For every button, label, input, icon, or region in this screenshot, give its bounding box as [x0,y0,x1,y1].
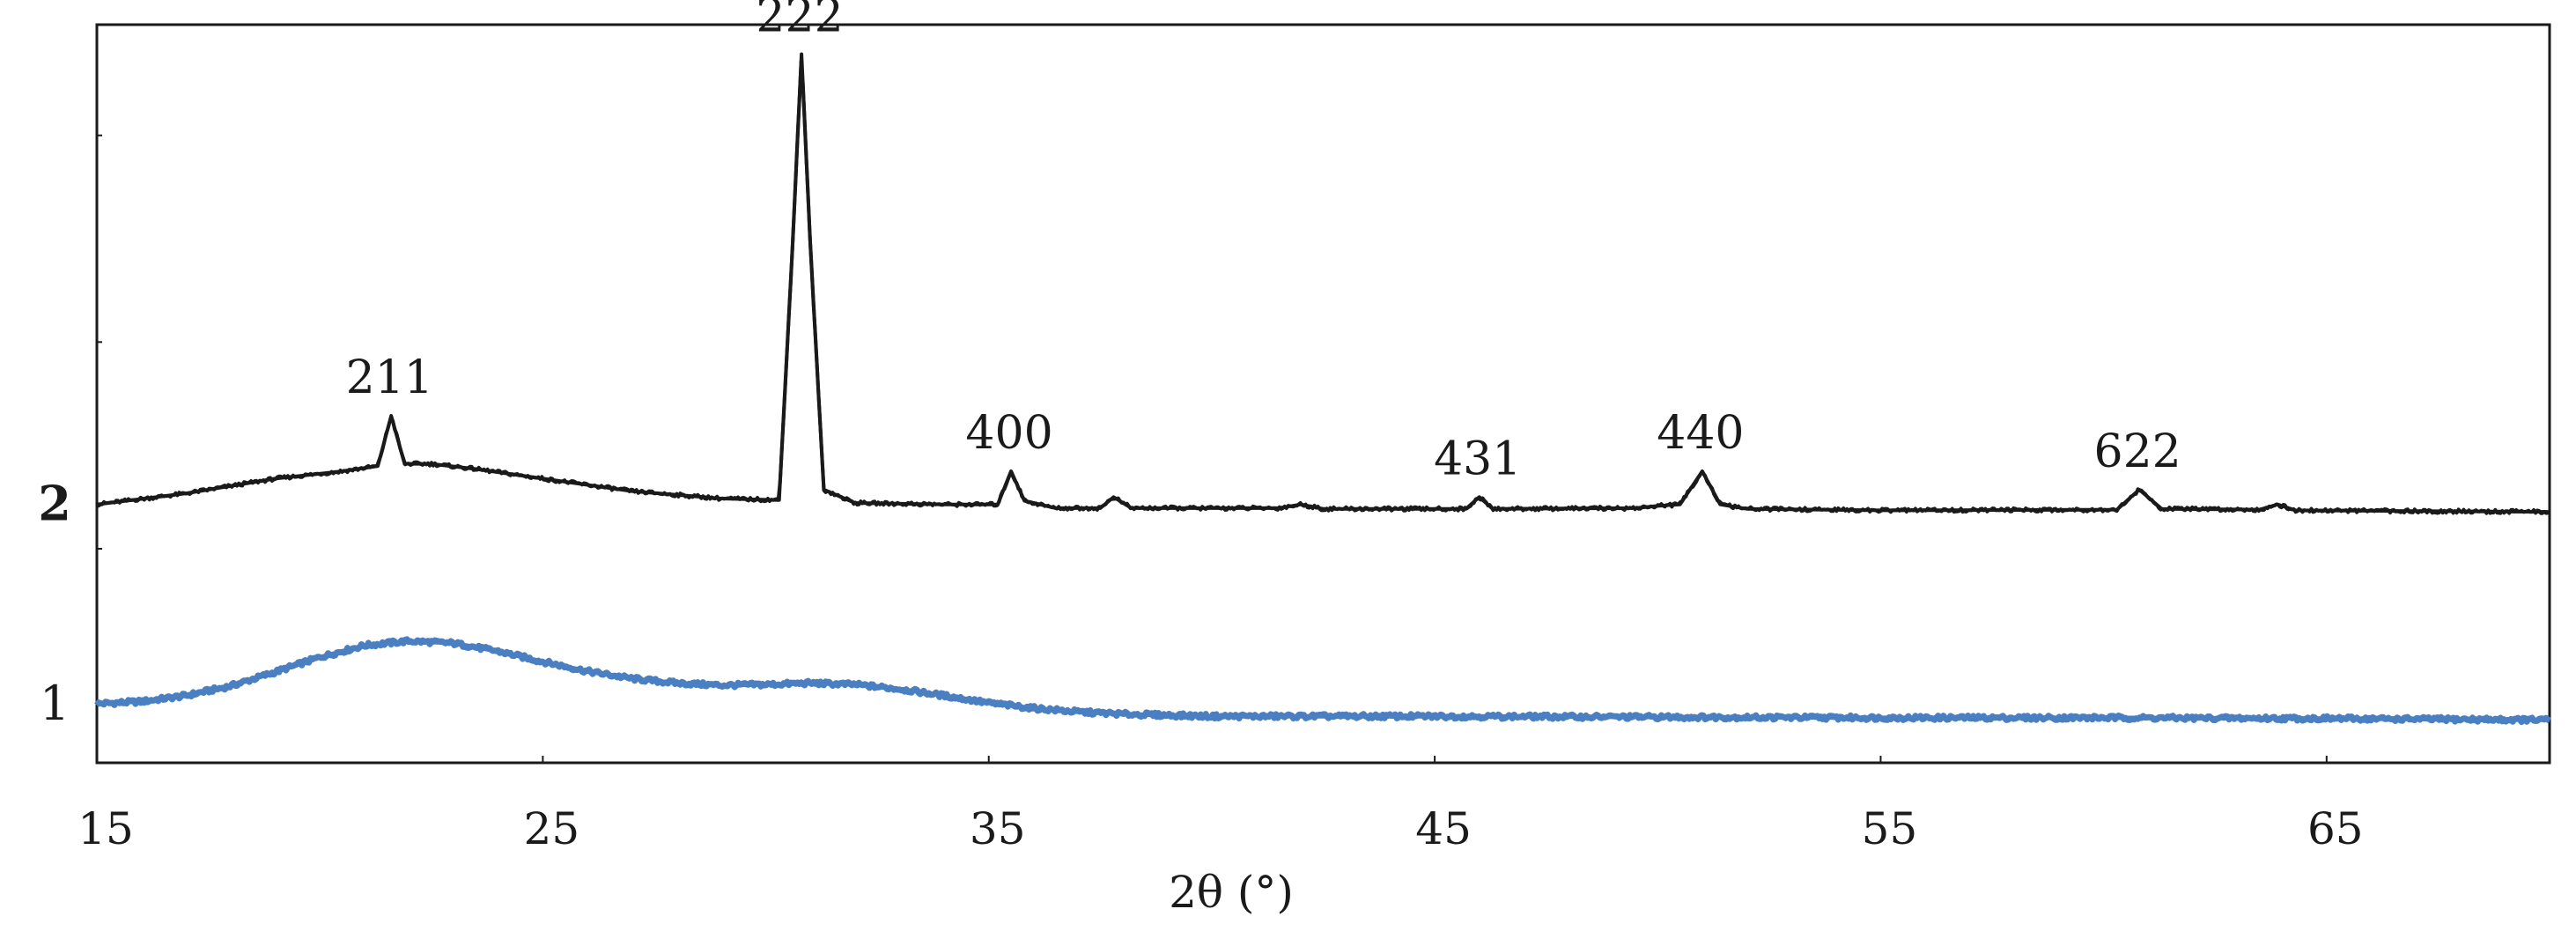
peak-label-222: 222 [756,0,843,43]
series-1-peaks [96,639,2550,722]
series-2-peaks [96,52,2550,514]
plot-frame [95,23,2551,765]
x-tick-labels: 15 25 35 45 55 65 [78,803,2363,854]
peak-label-622: 622 [2094,425,2181,478]
series-label-1: 1 [40,676,70,731]
series-label-2: 2 [38,476,71,532]
x-axis-label: 2θ (°) [1169,867,1294,918]
peak-label-211: 211 [346,351,433,404]
peak-label-400: 400 [965,407,1052,460]
x-tick-label: 55 [1862,803,1918,854]
series-1-line [94,636,2551,726]
x-tick-label: 25 [524,803,580,854]
peak-label-431: 431 [1434,432,1521,485]
x-tick-label: 65 [2307,803,2364,854]
peak-labels: 211 222 400 431 440 622 [346,0,2181,485]
x-tick-label: 45 [1415,803,1472,854]
x-tick-label: 15 [78,803,134,854]
x-tick-label: 35 [970,803,1026,854]
tick-marks [96,134,2328,763]
series-layer [94,52,2551,726]
series-labels: 12 [38,476,71,731]
peak-label-440: 440 [1657,407,1744,460]
series-2-line [96,59,2550,515]
